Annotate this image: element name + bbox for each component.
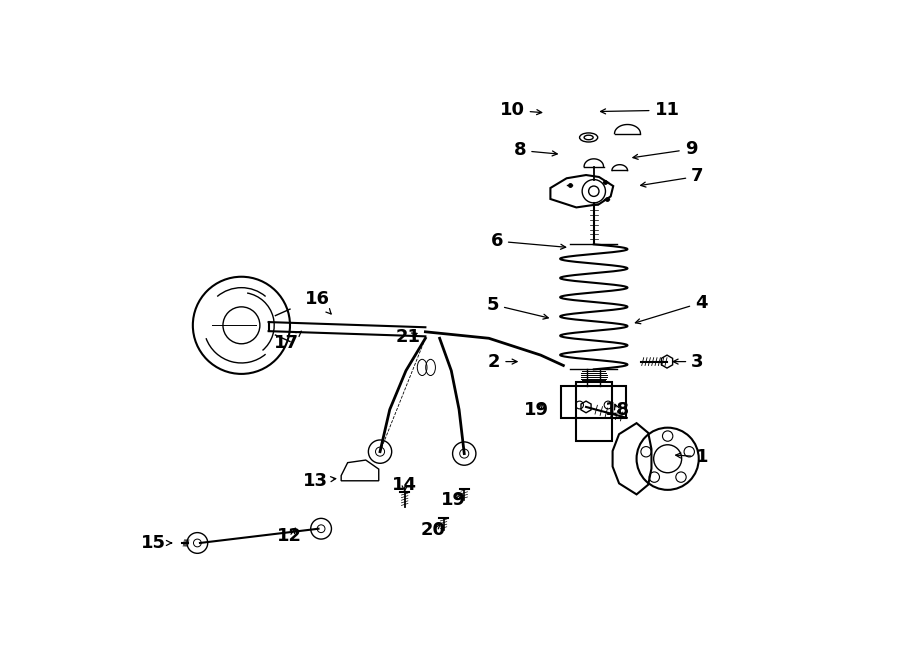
Text: 18: 18: [605, 401, 630, 418]
Text: 15: 15: [140, 534, 172, 552]
Text: 8: 8: [514, 141, 557, 159]
Text: 9: 9: [633, 140, 698, 159]
Text: 21: 21: [396, 328, 421, 346]
Text: 6: 6: [491, 232, 566, 250]
Text: 20: 20: [420, 521, 446, 539]
Text: 4: 4: [635, 293, 707, 324]
Text: 3: 3: [673, 352, 704, 371]
Text: 12: 12: [277, 527, 302, 545]
Text: 2: 2: [488, 352, 517, 371]
Text: 7: 7: [641, 167, 704, 187]
Text: 19: 19: [525, 401, 549, 418]
Text: 10: 10: [500, 101, 542, 119]
Text: 17: 17: [274, 331, 302, 352]
Text: 13: 13: [302, 472, 336, 490]
Text: 1: 1: [676, 447, 709, 466]
Text: 14: 14: [392, 476, 418, 494]
Text: 19: 19: [441, 491, 466, 509]
Text: 16: 16: [305, 290, 331, 314]
Text: 11: 11: [600, 101, 680, 119]
Text: 5: 5: [487, 295, 548, 319]
